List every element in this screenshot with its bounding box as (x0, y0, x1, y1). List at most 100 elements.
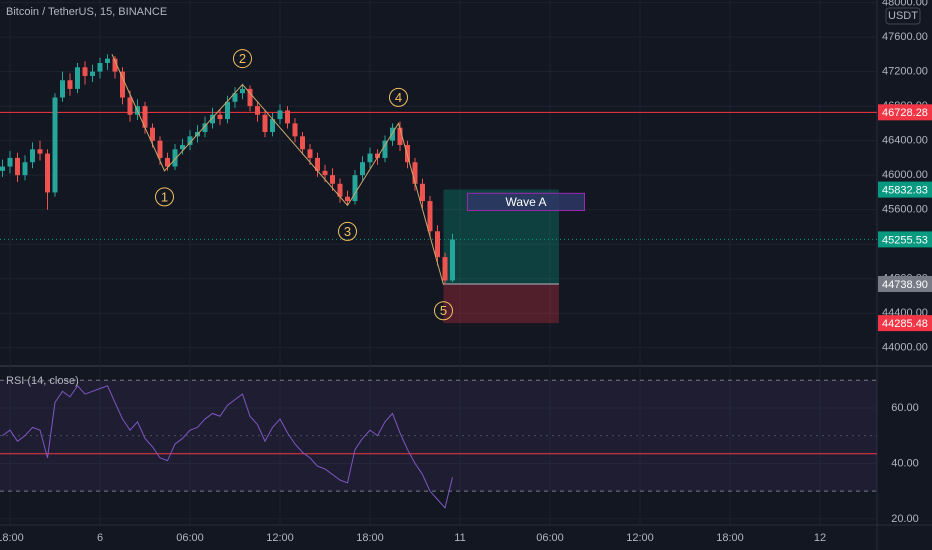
x-tick-label: 12:00 (266, 532, 294, 544)
candle-body (442, 257, 448, 281)
candle-body (285, 110, 291, 124)
candle-body (120, 71, 126, 98)
wave-a-label: Wave A (506, 195, 547, 209)
quote-box (885, 7, 921, 25)
price-badge (878, 104, 932, 121)
candle-body (405, 144, 411, 163)
candle-body (22, 162, 28, 176)
candle-body (150, 127, 156, 141)
price-badge-label: 44285.48 (882, 318, 928, 330)
price-badge (878, 181, 932, 198)
x-tick-label: 06:00 (536, 532, 564, 544)
candle-body (180, 144, 186, 150)
grid-layer (0, 0, 877, 525)
stop-zone (443, 283, 560, 324)
price-badge (878, 231, 932, 248)
x-tick-label: 18:00 (356, 532, 384, 544)
candle-body (427, 201, 433, 232)
wave-marker (233, 49, 253, 69)
wave-label: 4 (395, 90, 402, 105)
candle-body (225, 101, 231, 120)
candle-body (37, 149, 43, 154)
candle-body (352, 175, 358, 202)
candle-body (45, 153, 51, 193)
candle-body (217, 114, 223, 120)
y-tick-label: 48000.00 (882, 0, 928, 8)
rsi-tick-label: 60.00 (891, 402, 919, 414)
candle-body (67, 80, 73, 89)
candle-body (30, 149, 36, 163)
candle-body (360, 162, 366, 176)
candle-body (172, 149, 178, 167)
x-tick-label: 18:00 (716, 532, 744, 544)
wave-marker (389, 87, 409, 107)
candle-body (255, 106, 261, 115)
candle-body (315, 157, 321, 171)
price-badge-label: 44738.90 (882, 279, 928, 291)
wave-label: 5 (440, 303, 447, 318)
rsi-tick-label: 40.00 (891, 457, 919, 469)
chart-title: Bitcoin / TetherUS, 15, BINANCE (6, 6, 167, 18)
price-badge (878, 275, 932, 292)
candle-body (60, 80, 66, 98)
candle-body (307, 149, 313, 158)
wave-label: 3 (344, 224, 351, 239)
candle-body (210, 114, 216, 124)
candle-body (157, 140, 163, 158)
candle-body (232, 93, 238, 102)
candle-body (270, 119, 276, 133)
price-badge-label: 45255.53 (882, 234, 928, 246)
x-tick-label: 12 (814, 532, 826, 544)
candle-body (435, 231, 441, 258)
price-badge-label: 45832.83 (882, 184, 928, 196)
candle-body (337, 183, 343, 197)
y-tick-label: 46400.00 (882, 135, 928, 147)
wave-marker (434, 301, 454, 321)
candle-body (105, 58, 111, 63)
wave-marker (338, 221, 358, 241)
candle-body (202, 123, 208, 133)
candle-body (90, 71, 96, 76)
candle-body (82, 67, 88, 76)
candle-body (300, 136, 306, 150)
candle-body (262, 114, 268, 133)
y-tick-label: 47200.00 (882, 66, 928, 78)
candle-body (7, 157, 13, 167)
candle-body (142, 106, 148, 128)
candle-body (112, 58, 118, 72)
price-badge-label: 46728.28 (882, 107, 928, 119)
x-tick-label: 12:00 (626, 532, 654, 544)
candle-body (247, 88, 253, 107)
wave-a-box (467, 192, 586, 212)
candle-body (277, 110, 283, 120)
candle-body (52, 97, 58, 193)
x-tick-label: 06:00 (176, 532, 204, 544)
quote-label: USDT (888, 10, 918, 22)
candle-body (165, 157, 171, 167)
y-tick-label: 46000.00 (882, 169, 928, 181)
y-tick-label: 45600.00 (882, 204, 928, 216)
rsi-title: RSI (14, close) (6, 375, 79, 387)
candle-body (420, 183, 426, 202)
candle-body (187, 136, 193, 145)
wave-line (111, 54, 444, 285)
candle-body (15, 157, 21, 176)
candle-body (292, 123, 298, 137)
candle-body (450, 239, 456, 281)
x-tick-label: 6 (97, 532, 103, 544)
candle-body (75, 67, 81, 89)
candle-body (382, 140, 388, 158)
rsi-line (2, 384, 453, 509)
candle-body (0, 166, 6, 171)
price-badge (878, 315, 932, 332)
candle-body (412, 162, 418, 184)
x-tick-label: 18:00 (0, 532, 24, 544)
candle-body (322, 170, 328, 176)
candle-body (390, 127, 396, 141)
candle-body (127, 97, 133, 115)
candle-body (240, 88, 246, 94)
candle-body (330, 175, 336, 184)
y-tick-label: 47600.00 (882, 31, 928, 43)
